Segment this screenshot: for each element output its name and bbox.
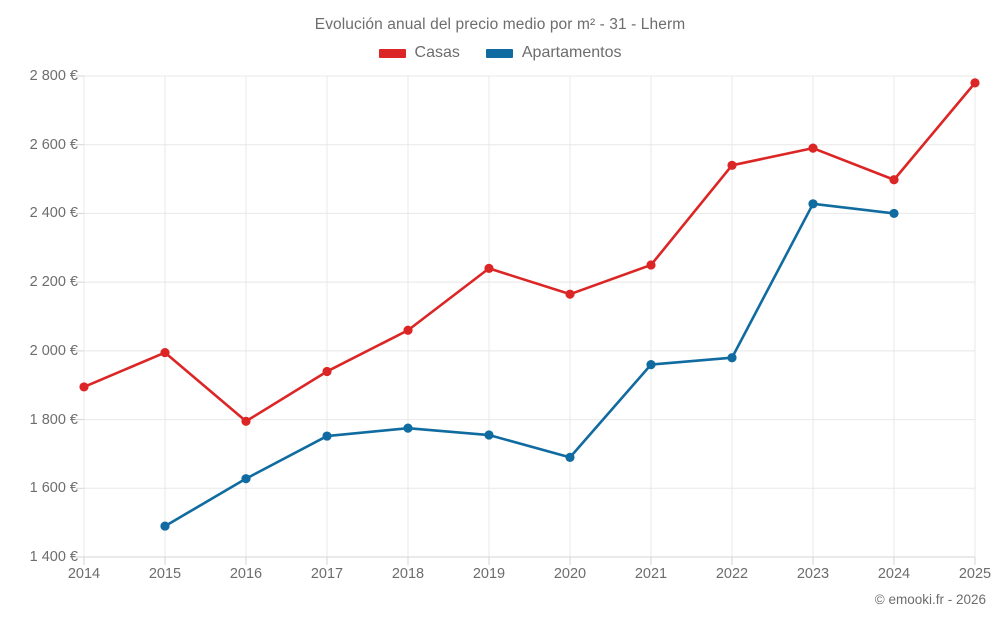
data-point[interactable]	[322, 366, 332, 377]
data-point[interactable]	[727, 160, 737, 170]
data-point[interactable]	[970, 78, 980, 88]
data-point[interactable]	[808, 199, 818, 209]
y-axis-tick-label: 2 000 €	[29, 342, 78, 359]
legend-item-casas[interactable]: Casas	[378, 44, 460, 62]
legend-swatch-apartamentos	[485, 48, 513, 58]
y-axis-tick-label: 2 600 €	[29, 136, 78, 153]
y-axis-tick-label: 1 400 €	[29, 549, 78, 565]
copyright-credit: © emooki.fr - 2026	[874, 592, 986, 607]
y-axis-tick-label: 1 800 €	[29, 411, 78, 428]
series-line-apartamentos	[163, 202, 896, 528]
legend-item-apartamentos[interactable]: Apartamentos	[485, 44, 622, 62]
x-axis-tick-label: 2021	[634, 566, 668, 582]
data-point[interactable]	[484, 263, 494, 273]
axis-lines	[70, 75, 975, 558]
x-axis-tick-label: 2019	[472, 566, 506, 582]
chart-title: Evolución anual del precio medio por m² …	[314, 16, 686, 33]
data-point[interactable]	[484, 430, 494, 440]
data-point[interactable]	[889, 208, 899, 219]
data-point[interactable]	[403, 325, 413, 335]
data-point[interactable]	[241, 474, 251, 484]
data-point[interactable]	[889, 175, 899, 185]
x-axis-tick-label: 2015	[148, 566, 182, 582]
data-point[interactable]	[565, 289, 575, 299]
data-point[interactable]	[160, 521, 170, 531]
x-axis-ticks	[83, 557, 976, 565]
data-point[interactable]	[565, 452, 575, 462]
x-axis-tick-label: 2016	[229, 566, 263, 582]
y-axis-tick-label: 2 200 €	[29, 274, 78, 291]
y-axis-labels: 1 400 € 1 600 € 1 800 € 2 000 € 2 200 € 2 400…	[0, 0, 78, 625]
x-axis-tick-label: 2014	[67, 566, 101, 582]
y-axis-tick-label: 2 800 €	[29, 68, 78, 84]
legend-swatch-casas	[378, 48, 406, 58]
data-point[interactable]	[646, 260, 656, 270]
data-point[interactable]	[160, 347, 170, 358]
data-point[interactable]	[403, 423, 413, 433]
x-axis-tick-label: 2020	[553, 566, 587, 582]
legend-label-apartamentos: Apartamentos	[521, 44, 622, 61]
x-axis-tick-label: 2017	[310, 566, 344, 582]
data-point[interactable]	[808, 143, 818, 153]
grid-lines	[83, 75, 976, 557]
data-point[interactable]	[241, 416, 251, 426]
data-point[interactable]	[646, 360, 656, 370]
x-axis-tick-label: 2022	[715, 566, 749, 582]
series-line-casas	[82, 81, 977, 423]
x-axis-tick-label: 2024	[877, 566, 911, 582]
y-axis-tick-label: 1 600 €	[29, 480, 78, 497]
y-axis-tick-label: 2 400 €	[29, 205, 78, 222]
legend-label-casas: Casas	[414, 44, 460, 61]
series-lines	[82, 81, 977, 528]
data-point[interactable]	[79, 382, 89, 392]
series-points	[79, 78, 980, 531]
x-axis-tick-label: 2025	[958, 566, 992, 582]
x-axis-tick-label: 2018	[391, 566, 425, 582]
data-point[interactable]	[727, 353, 737, 363]
chart-legend: Casas Apartamentos	[0, 44, 1000, 62]
x-axis-tick-label: 2023	[796, 566, 830, 582]
data-point[interactable]	[322, 431, 332, 441]
